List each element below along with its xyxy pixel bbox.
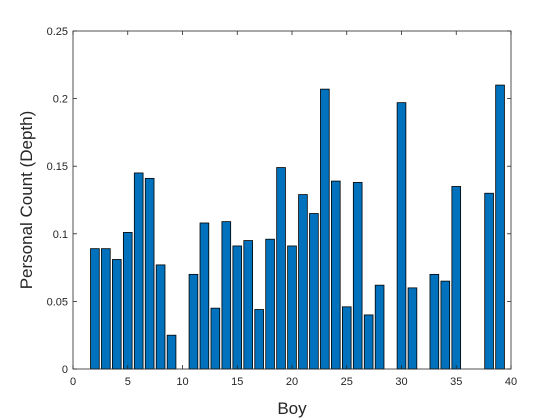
bar — [407, 287, 418, 370]
bar — [320, 88, 330, 370]
bar — [112, 259, 122, 370]
bar — [484, 192, 494, 370]
y-tick-label: 0.2 — [53, 94, 68, 106]
bar — [188, 273, 199, 370]
y-tick-label: 0 — [62, 364, 68, 376]
x-axis-ticks: 0 5 10 15 20 25 30 35 40 — [70, 31, 517, 388]
bar — [144, 177, 155, 370]
bar — [243, 240, 253, 370]
bar — [374, 284, 385, 370]
x-tick-label: 15 — [231, 376, 243, 388]
bar — [276, 167, 286, 370]
y-tick-label: 0.1 — [53, 229, 68, 241]
bar — [265, 238, 275, 370]
bar — [451, 186, 462, 370]
bar — [210, 307, 221, 370]
bar — [352, 182, 363, 370]
bar — [429, 273, 440, 370]
bar — [396, 102, 407, 370]
bar — [166, 334, 177, 370]
bar — [495, 84, 505, 370]
y-tick-label: 0.15 — [47, 161, 68, 173]
y-axis-label: Personal Count (Depth) — [17, 111, 36, 290]
bar — [363, 314, 374, 370]
x-tick-label: 35 — [450, 376, 462, 388]
bar — [254, 309, 264, 370]
bar — [440, 280, 451, 370]
x-tick-label: 20 — [286, 376, 298, 388]
x-axis-label: Boy — [277, 399, 307, 418]
y-tick-label: 0.05 — [47, 296, 68, 308]
bar — [309, 213, 319, 370]
y-axis-ticks: 0 0.05 0.1 0.15 0.2 0.25 — [47, 26, 511, 376]
x-tick-label: 30 — [395, 376, 407, 388]
bar — [287, 245, 297, 370]
bar — [199, 222, 210, 370]
bar — [155, 264, 166, 370]
bar — [232, 245, 243, 370]
bar — [133, 172, 144, 370]
x-tick-label: 5 — [125, 376, 131, 388]
bar — [331, 180, 341, 370]
bar — [101, 248, 111, 370]
x-tick-label: 10 — [176, 376, 188, 388]
bar — [90, 248, 100, 370]
y-tick-label: 0.25 — [47, 26, 68, 38]
x-tick-label: 40 — [505, 376, 517, 388]
bar — [221, 221, 232, 370]
bar — [298, 194, 308, 370]
bar — [122, 232, 133, 370]
x-tick-label: 25 — [341, 376, 353, 388]
x-tick-label: 0 — [70, 376, 76, 388]
bar — [341, 306, 352, 370]
